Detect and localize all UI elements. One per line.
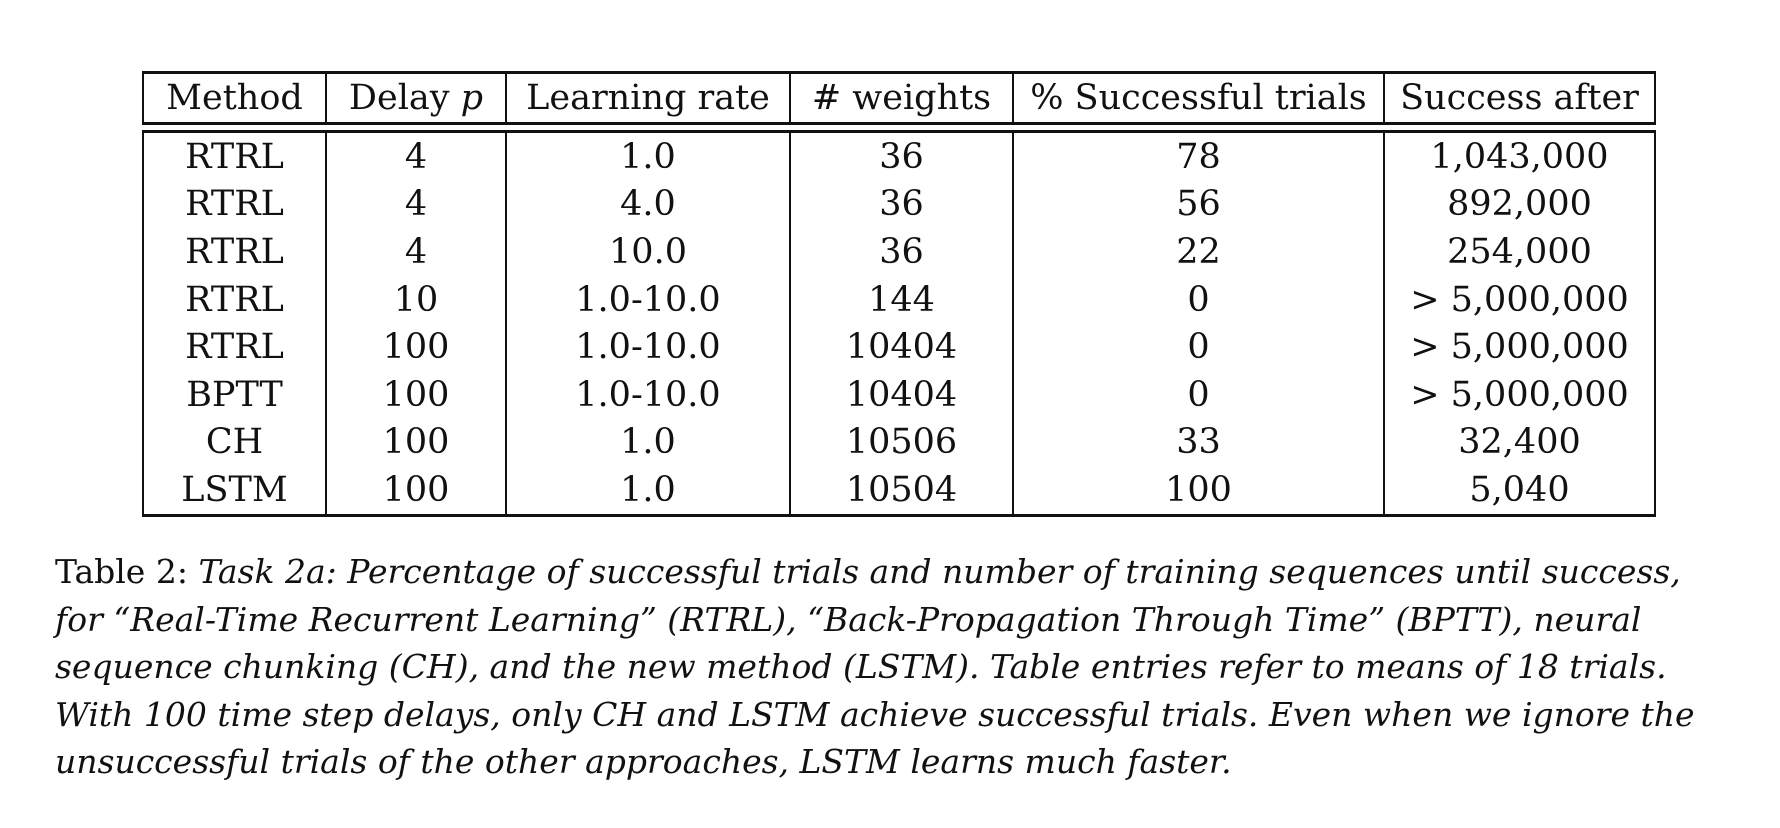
- cell-success-after: 1,043,000: [1383, 129, 1656, 181]
- cell-method: BPTT: [142, 370, 327, 419]
- cell-method: RTRL: [142, 228, 327, 276]
- table-row: RTRL 4 4.0 36 56 892,000: [142, 180, 1656, 229]
- cell-successful-trials: 22: [1012, 228, 1385, 276]
- cell-delay: 100: [325, 323, 507, 371]
- results-table: Method Delay p Learning rate # weights %…: [142, 71, 1656, 517]
- cell-learning-rate: 1.0: [505, 466, 791, 517]
- table-row: RTRL 100 1.0-10.0 10404 0 > 5,000,000: [142, 323, 1656, 371]
- table-header-row: Method Delay p Learning rate # weights %…: [142, 71, 1656, 125]
- cell-learning-rate: 1.0: [505, 129, 791, 181]
- caption-line: Table 2: Task 2a: Percentage of successf…: [55, 548, 1755, 596]
- cell-delay: 100: [325, 418, 507, 467]
- cell-method: RTRL: [142, 323, 327, 371]
- cell-success-after: > 5,000,000: [1383, 275, 1656, 324]
- cell-successful-trials: 78: [1012, 129, 1385, 181]
- header-delay: Delay p: [325, 71, 507, 125]
- cell-success-after: > 5,000,000: [1383, 323, 1656, 371]
- cell-weights: 10504: [789, 466, 1014, 517]
- cell-success-after: 32,400: [1383, 418, 1656, 467]
- cell-weights: 10506: [789, 418, 1014, 467]
- table-row: RTRL 10 1.0-10.0 144 0 > 5,000,000: [142, 275, 1656, 324]
- cell-delay: 4: [325, 129, 507, 181]
- cell-method: CH: [142, 418, 327, 467]
- cell-success-after: 5,040: [1383, 466, 1656, 517]
- cell-delay: 4: [325, 228, 507, 276]
- cell-learning-rate: 1.0-10.0: [505, 323, 791, 371]
- table-row: LSTM 100 1.0 10504 100 5,040: [142, 466, 1656, 517]
- results-table-container: Method Delay p Learning rate # weights %…: [142, 71, 1656, 517]
- cell-successful-trials: 33: [1012, 418, 1385, 467]
- cell-weights: 10404: [789, 370, 1014, 419]
- caption-line: With 100 time step delays, only CH and L…: [55, 694, 1695, 734]
- cell-method: LSTM: [142, 466, 327, 517]
- cell-successful-trials: 56: [1012, 180, 1385, 229]
- caption-line: sequence chunking (CH), and the new meth…: [55, 647, 1667, 687]
- table-row: RTRL 4 10.0 36 22 254,000: [142, 228, 1656, 276]
- cell-weights: 36: [789, 180, 1014, 229]
- cell-method: RTRL: [142, 180, 327, 229]
- header-delay-label: Delay: [348, 78, 461, 118]
- cell-successful-trials: 100: [1012, 466, 1385, 517]
- cell-learning-rate: 1.0-10.0: [505, 275, 791, 324]
- cell-method: RTRL: [142, 275, 327, 324]
- caption-line: unsuccessful trials of the other approac…: [55, 742, 1232, 782]
- caption-text: Task 2a: Percentage of successful trials…: [198, 552, 1681, 591]
- cell-learning-rate: 1.0-10.0: [505, 370, 791, 419]
- cell-successful-trials: 0: [1012, 275, 1385, 324]
- table-row: CH 100 1.0 10506 33 32,400: [142, 418, 1656, 467]
- caption-label: Table 2:: [55, 552, 188, 591]
- header-gap-cell: [143, 124, 1655, 132]
- cell-weights: 144: [789, 275, 1014, 324]
- cell-weights: 36: [789, 129, 1014, 181]
- caption-line: for “Real-Time Recurrent Learning” (RTRL…: [55, 599, 1642, 639]
- cell-success-after: 254,000: [1383, 228, 1656, 276]
- cell-learning-rate: 4.0: [505, 180, 791, 229]
- header-method: Method: [142, 71, 327, 125]
- cell-success-after: > 5,000,000: [1383, 370, 1656, 419]
- header-delay-variable: p: [460, 78, 484, 118]
- cell-method: RTRL: [142, 129, 327, 181]
- cell-delay: 100: [325, 466, 507, 517]
- header-gap: [143, 124, 1655, 132]
- table-row: BPTT 100 1.0-10.0 10404 0 > 5,000,000: [142, 370, 1656, 419]
- header-weights: # weights: [789, 71, 1014, 125]
- header-success-after: Success after: [1383, 71, 1656, 125]
- cell-learning-rate: 10.0: [505, 228, 791, 276]
- cell-successful-trials: 0: [1012, 323, 1385, 371]
- header-learning-rate: Learning rate: [505, 71, 791, 125]
- table-caption: Table 2: Task 2a: Percentage of successf…: [55, 548, 1755, 786]
- cell-successful-trials: 0: [1012, 370, 1385, 419]
- cell-weights: 10404: [789, 323, 1014, 371]
- cell-delay: 10: [325, 275, 507, 324]
- cell-delay: 4: [325, 180, 507, 229]
- cell-success-after: 892,000: [1383, 180, 1656, 229]
- cell-learning-rate: 1.0: [505, 418, 791, 467]
- header-successful-trials: % Successful trials: [1012, 71, 1385, 125]
- table-row: RTRL 4 1.0 36 78 1,043,000: [142, 129, 1656, 181]
- cell-delay: 100: [325, 370, 507, 419]
- cell-weights: 36: [789, 228, 1014, 276]
